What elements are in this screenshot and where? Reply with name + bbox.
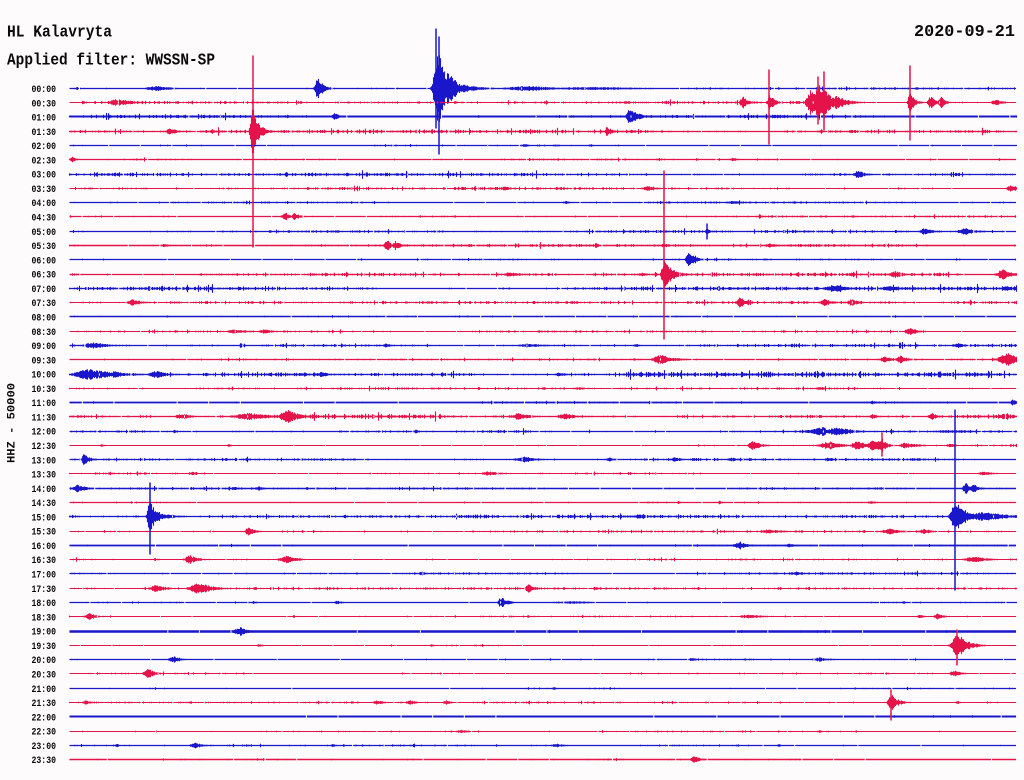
svg-text:16:30: 16:30: [32, 555, 57, 566]
svg-text:07:00: 07:00: [32, 284, 57, 295]
svg-text:19:30: 19:30: [32, 641, 57, 652]
svg-text:2020-09-21: 2020-09-21: [914, 23, 1015, 42]
svg-text:21:30: 21:30: [32, 698, 57, 709]
svg-text:HHZ - 50000: HHZ - 50000: [7, 383, 19, 463]
svg-text:08:00: 08:00: [32, 313, 57, 324]
svg-text:08:30: 08:30: [32, 327, 57, 338]
svg-text:15:00: 15:00: [32, 512, 57, 523]
svg-text:03:00: 03:00: [32, 170, 57, 181]
svg-text:22:30: 22:30: [32, 727, 57, 738]
svg-text:04:00: 04:00: [32, 198, 57, 209]
svg-text:20:00: 20:00: [32, 655, 57, 666]
svg-text:01:30: 01:30: [32, 127, 57, 138]
svg-text:12:30: 12:30: [32, 441, 57, 452]
svg-text:07:30: 07:30: [32, 298, 57, 309]
svg-text:09:30: 09:30: [32, 355, 57, 366]
svg-text:09:00: 09:00: [32, 341, 57, 352]
svg-text:15:30: 15:30: [32, 527, 57, 538]
svg-text:02:30: 02:30: [32, 155, 57, 166]
svg-text:13:30: 13:30: [32, 470, 57, 481]
svg-text:11:00: 11:00: [32, 398, 57, 409]
svg-text:14:00: 14:00: [32, 484, 57, 495]
svg-text:06:00: 06:00: [32, 255, 57, 266]
svg-text:05:00: 05:00: [32, 227, 57, 238]
svg-text:23:30: 23:30: [32, 755, 57, 766]
svg-text:22:00: 22:00: [32, 712, 57, 723]
svg-text:11:30: 11:30: [32, 412, 57, 423]
svg-text:20:30: 20:30: [32, 670, 57, 681]
svg-text:01:00: 01:00: [32, 113, 57, 124]
svg-text:19:00: 19:00: [32, 627, 57, 638]
svg-text:00:30: 00:30: [32, 98, 57, 109]
svg-text:06:30: 06:30: [32, 270, 57, 281]
svg-text:14:30: 14:30: [32, 498, 57, 509]
svg-text:23:00: 23:00: [32, 741, 57, 752]
svg-text:17:30: 17:30: [32, 584, 57, 595]
svg-text:02:00: 02:00: [32, 141, 57, 152]
svg-text:04:30: 04:30: [32, 213, 57, 224]
svg-text:16:00: 16:00: [32, 541, 57, 552]
svg-text:10:00: 10:00: [32, 370, 57, 381]
svg-text:03:30: 03:30: [32, 184, 57, 195]
svg-text:18:30: 18:30: [32, 612, 57, 623]
svg-text:HL Kalavryta: HL Kalavryta: [7, 24, 112, 43]
svg-text:00:00: 00:00: [32, 84, 57, 95]
svg-text:12:00: 12:00: [32, 427, 57, 438]
svg-text:21:00: 21:00: [32, 684, 57, 695]
svg-text:18:00: 18:00: [32, 598, 57, 609]
svg-text:05:30: 05:30: [32, 241, 57, 252]
svg-text:Applied filter: WWSSN-SP: Applied filter: WWSSN-SP: [7, 52, 215, 71]
svg-text:17:00: 17:00: [32, 570, 57, 581]
svg-text:13:00: 13:00: [32, 455, 57, 466]
svg-text:10:30: 10:30: [32, 384, 57, 395]
